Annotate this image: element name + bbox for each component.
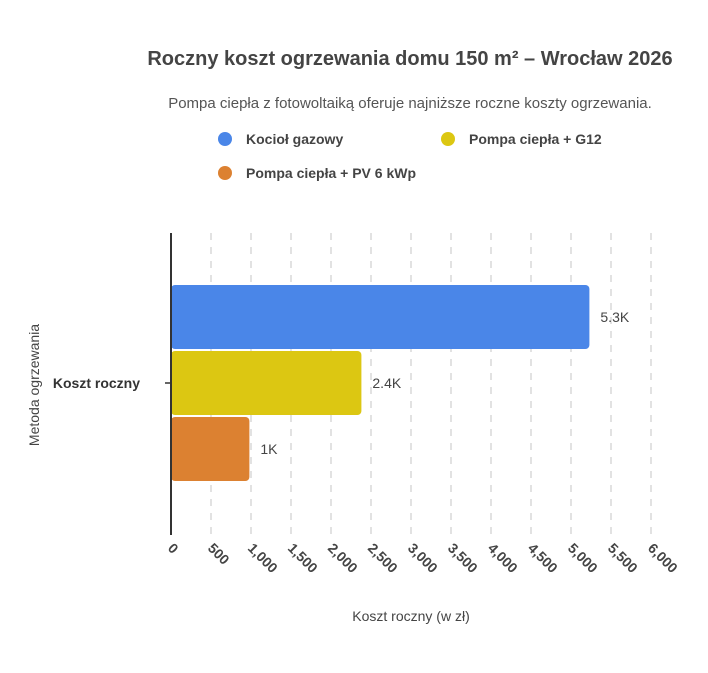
- legend-item-heat-pump-g12[interactable]: Pompa ciepła + G12: [441, 131, 602, 147]
- x-tick-label: 5,500: [605, 540, 641, 576]
- x-tick-label: 1,500: [285, 540, 321, 576]
- legend-label-gas-boiler: Kocioł gazowy: [246, 131, 344, 147]
- legend-item-gas-boiler[interactable]: Kocioł gazowy: [218, 131, 343, 147]
- legend-swatch-gas-boiler: [218, 132, 232, 146]
- legend-swatch-heat-pump-pv: [218, 166, 232, 180]
- legend-label-heat-pump-g12: Pompa ciepła + G12: [469, 131, 602, 147]
- x-tick-label: 0: [165, 540, 182, 557]
- legend-label-heat-pump-pv: Pompa ciepła + PV 6 kWp: [246, 165, 417, 181]
- x-tick-label: 4,000: [485, 540, 521, 576]
- bar-data-label: 2.4K: [372, 375, 401, 391]
- x-tick-label: 3,500: [445, 540, 481, 576]
- chart-title: Roczny koszt ogrzewania domu 150 m² – Wr…: [147, 48, 673, 70]
- x-tick-label: 2,000: [325, 540, 361, 576]
- chart-subtitle: Pompa ciepła z fotowoltaiką oferuje najn…: [168, 95, 652, 112]
- x-tick-label: 2,500: [365, 540, 401, 576]
- bar: [171, 285, 590, 349]
- bar-data-label: 5.3K: [600, 309, 629, 325]
- y-axis-title: Metoda ogrzewania: [26, 324, 42, 446]
- x-tick-label: 3,000: [405, 540, 441, 576]
- x-tick-label: 500: [205, 540, 233, 568]
- legend-swatch-heat-pump-g12: [441, 132, 455, 146]
- x-tick-label: 5,000: [565, 540, 601, 576]
- y-category-label: Koszt roczny: [53, 375, 140, 391]
- bar-data-label: 1K: [260, 441, 278, 457]
- x-tick-label: 1,000: [245, 540, 281, 576]
- x-axis-title: Koszt roczny (w zł): [352, 608, 469, 624]
- bar: [171, 351, 362, 415]
- x-tick-label: 6,000: [645, 540, 681, 576]
- bar: [171, 417, 250, 481]
- x-tick-label: 4,500: [525, 540, 561, 576]
- legend-item-heat-pump-pv[interactable]: Pompa ciepła + PV 6 kWp: [218, 165, 416, 181]
